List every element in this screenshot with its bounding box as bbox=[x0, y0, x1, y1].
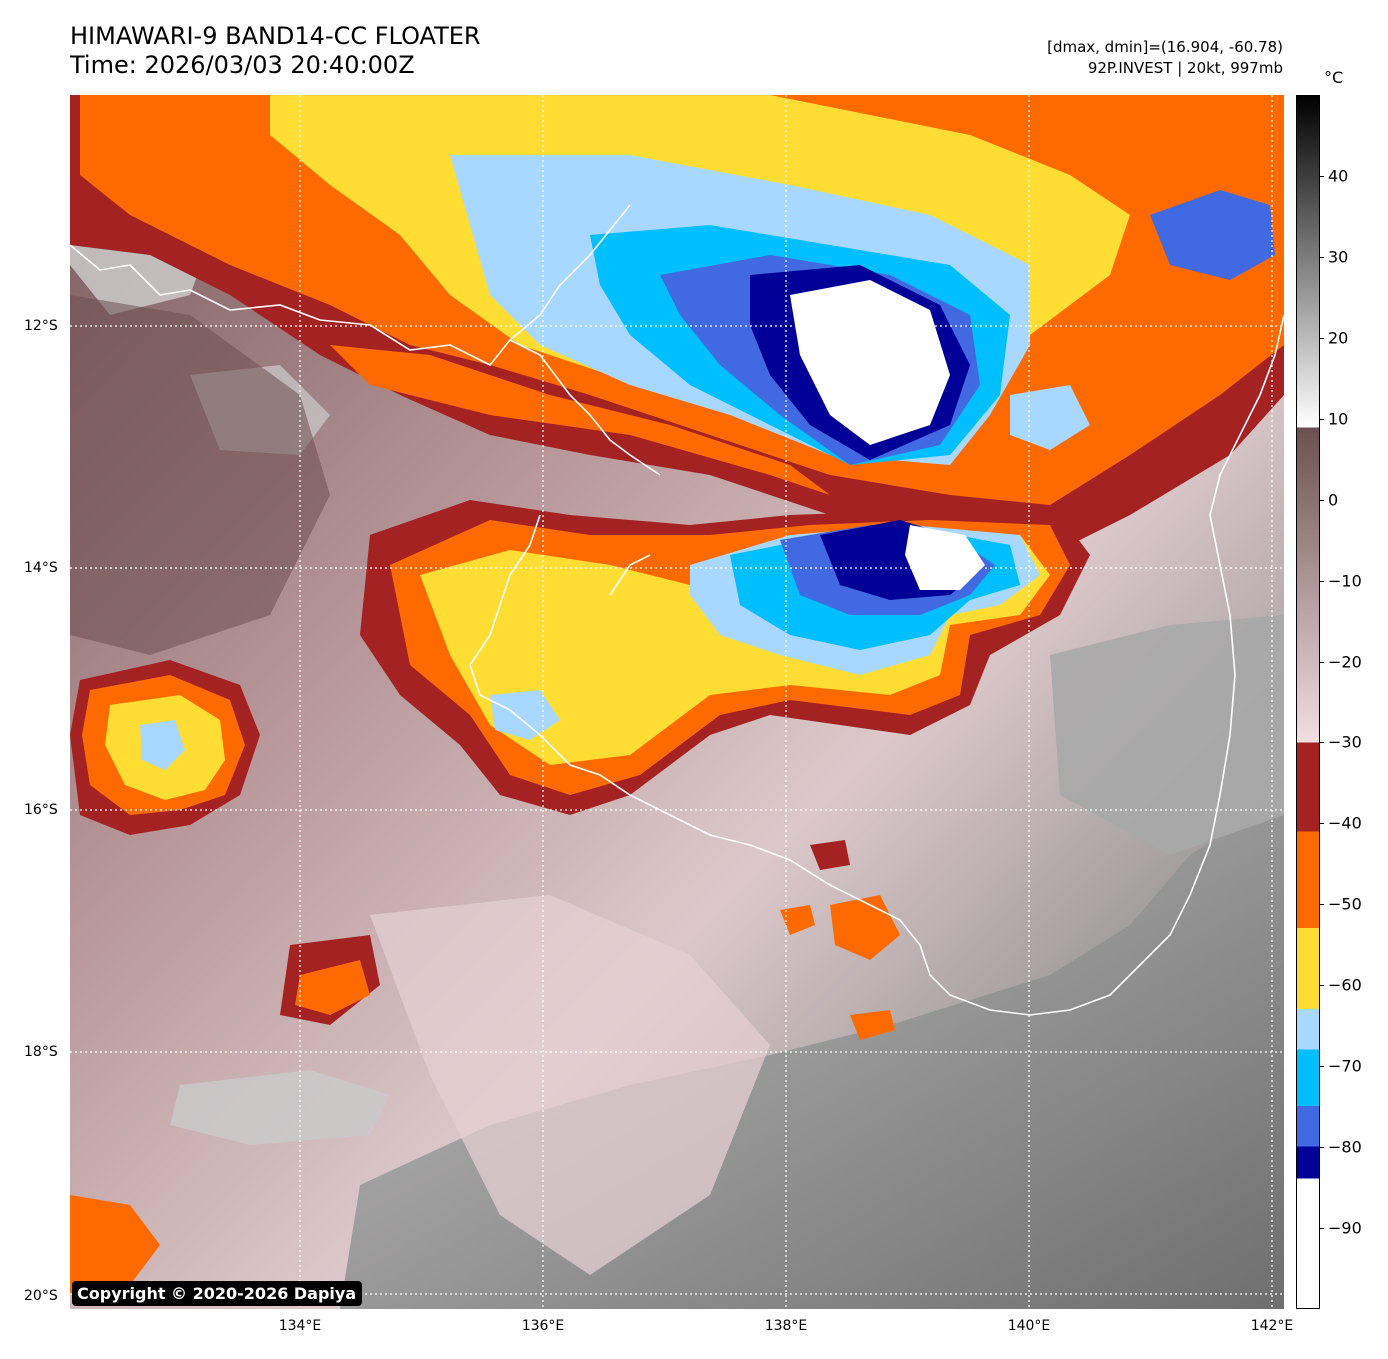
gridlines bbox=[70, 95, 1284, 1309]
lon-label-134e: 134°E bbox=[278, 1318, 322, 1334]
colorbar-tick-mark bbox=[1320, 661, 1324, 663]
colorbar-tick-mark bbox=[1320, 580, 1324, 582]
lat-label-20s: 20°S bbox=[24, 1288, 58, 1304]
colorbar-tick-mark bbox=[1320, 337, 1324, 339]
colorbar-tick-mark bbox=[1320, 1147, 1324, 1149]
colorbar-tick-label: 20 bbox=[1328, 328, 1349, 348]
colorbar-tick-label: −80 bbox=[1328, 1137, 1362, 1157]
colorbar bbox=[1296, 95, 1320, 1309]
colorbar-tick-mark bbox=[1320, 1228, 1324, 1230]
gray-patch-right bbox=[1050, 615, 1284, 855]
cell-orange-sw-corner bbox=[70, 1195, 160, 1295]
cell-red-east-small bbox=[810, 840, 850, 870]
colorbar-tick-mark bbox=[1320, 985, 1324, 987]
colorbar-tick-label: −10 bbox=[1328, 571, 1362, 591]
colorbar-tick-label: 40 bbox=[1328, 166, 1349, 186]
cloud-lightblue-south bbox=[490, 690, 560, 740]
colorbar-unit: °C bbox=[1324, 68, 1344, 87]
lat-label-12s: 12°S bbox=[24, 318, 58, 334]
title-line-1: HIMAWARI-9 BAND14-CC FLOATER bbox=[70, 22, 481, 50]
colorbar-tick-label: −70 bbox=[1328, 1056, 1362, 1076]
lon-label-140e: 140°E bbox=[1007, 1318, 1051, 1334]
cell-lightblue-west bbox=[140, 720, 185, 770]
colorbar-tick-label: −90 bbox=[1328, 1218, 1362, 1238]
colorbar-tick-mark bbox=[1320, 1066, 1324, 1068]
lon-label-136e: 136°E bbox=[521, 1318, 565, 1334]
copyright-badge: Copyright © 2020-2026 Dapiya bbox=[72, 1281, 363, 1306]
storm-info: [dmax, dmin]=(16.904, -60.78) 92P.INVEST… bbox=[1047, 37, 1283, 79]
info-line-1: [dmax, dmin]=(16.904, -60.78) bbox=[1047, 38, 1283, 56]
colorbar-tick-label: −40 bbox=[1328, 813, 1362, 833]
cloud-orange-north-arm bbox=[330, 345, 830, 495]
satellite-map bbox=[70, 95, 1284, 1309]
cloud-white-north bbox=[790, 280, 950, 445]
lon-label-138e: 138°E bbox=[764, 1318, 808, 1334]
colorbar-tick-label: −50 bbox=[1328, 894, 1362, 914]
lon-label-142e: 142°E bbox=[1250, 1318, 1294, 1334]
colorbar-tick-mark bbox=[1320, 823, 1324, 825]
cloud-cyan-east bbox=[1010, 385, 1090, 450]
colorbar-tick-label: 30 bbox=[1328, 247, 1349, 267]
gray-patch-left bbox=[170, 1070, 390, 1145]
title-line-2: Time: 2026/03/03 20:40:00Z bbox=[70, 51, 415, 79]
colorbar-tick-mark bbox=[1320, 418, 1324, 420]
lat-label-18s: 18°S bbox=[24, 1044, 58, 1060]
cell-orange-south-2 bbox=[780, 905, 815, 935]
cloud-white-central bbox=[905, 525, 985, 590]
info-line-2: 92P.INVEST | 20kt, 997mb bbox=[1087, 59, 1283, 77]
colorbar-tick-mark bbox=[1320, 904, 1324, 906]
dark-brown-left bbox=[70, 295, 330, 655]
colorbar-tick-mark bbox=[1320, 499, 1324, 501]
lat-label-16s: 16°S bbox=[24, 802, 58, 818]
cloud-blue-northeast bbox=[1150, 190, 1275, 280]
pink-land-band bbox=[370, 895, 770, 1275]
cell-orange-south-3 bbox=[850, 1010, 895, 1040]
colorbar-tick-mark bbox=[1320, 256, 1324, 258]
colorbar-tick-mark bbox=[1320, 742, 1324, 744]
colorbar-tick-mark bbox=[1320, 175, 1324, 177]
colorbar-tick-label: 0 bbox=[1328, 490, 1339, 510]
colorbar-tick-label: 10 bbox=[1328, 409, 1349, 429]
cell-orange-southwest bbox=[295, 960, 370, 1015]
coastline bbox=[70, 204, 1284, 1016]
colorbar-tick-label: −60 bbox=[1328, 975, 1362, 995]
colorbar-tick-label: −30 bbox=[1328, 732, 1362, 752]
lat-label-14s: 14°S bbox=[24, 560, 58, 576]
chart-title: HIMAWARI-9 BAND14-CC FLOATER Time: 2026/… bbox=[70, 22, 481, 80]
colorbar-tick-label: −20 bbox=[1328, 652, 1362, 672]
